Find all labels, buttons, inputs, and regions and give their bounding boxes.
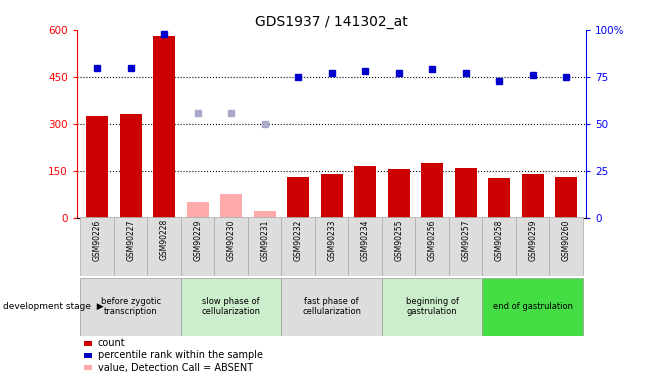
Bar xyxy=(80,217,114,276)
Bar xyxy=(147,217,181,276)
Bar xyxy=(281,217,315,276)
Text: GSM90260: GSM90260 xyxy=(561,219,571,261)
Text: fast phase of
cellularization: fast phase of cellularization xyxy=(302,297,361,316)
Text: GSM90227: GSM90227 xyxy=(126,219,135,261)
Bar xyxy=(153,36,175,218)
Text: before zygotic
transcription: before zygotic transcription xyxy=(100,297,161,316)
Bar xyxy=(220,194,242,217)
Bar xyxy=(281,278,382,336)
Text: GSM90234: GSM90234 xyxy=(360,219,370,261)
Bar xyxy=(482,278,583,336)
Text: GSM90229: GSM90229 xyxy=(193,219,202,261)
Bar xyxy=(181,278,281,336)
Text: GSM90259: GSM90259 xyxy=(528,219,537,261)
Bar xyxy=(455,168,476,217)
Bar xyxy=(86,116,108,218)
Bar xyxy=(80,278,181,336)
Bar xyxy=(382,278,482,336)
Text: count: count xyxy=(98,338,125,348)
Text: GSM90232: GSM90232 xyxy=(293,219,303,261)
Text: GSM90257: GSM90257 xyxy=(461,219,470,261)
Bar xyxy=(421,163,443,218)
Text: GSM90226: GSM90226 xyxy=(92,219,102,261)
Title: GDS1937 / 141302_at: GDS1937 / 141302_at xyxy=(255,15,408,29)
Bar xyxy=(382,217,415,276)
Text: end of gastrulation: end of gastrulation xyxy=(492,302,573,311)
Bar xyxy=(287,177,309,218)
Bar xyxy=(214,217,248,276)
Text: GSM90233: GSM90233 xyxy=(327,219,336,261)
Bar xyxy=(449,217,482,276)
Bar xyxy=(549,217,583,276)
Bar xyxy=(114,217,147,276)
Bar xyxy=(388,169,409,217)
Bar xyxy=(120,114,141,218)
Bar xyxy=(248,217,281,276)
Text: percentile rank within the sample: percentile rank within the sample xyxy=(98,351,263,360)
Text: GSM90231: GSM90231 xyxy=(260,219,269,261)
Text: GSM90256: GSM90256 xyxy=(427,219,437,261)
Bar xyxy=(315,217,348,276)
Text: GSM90255: GSM90255 xyxy=(394,219,403,261)
Bar xyxy=(254,211,275,217)
Bar xyxy=(482,217,516,276)
Bar xyxy=(187,202,208,217)
Text: GSM90230: GSM90230 xyxy=(226,219,236,261)
Text: slow phase of
cellularization: slow phase of cellularization xyxy=(202,297,261,316)
Text: GSM90228: GSM90228 xyxy=(159,219,169,261)
Bar xyxy=(522,174,543,217)
Bar xyxy=(488,178,510,218)
Text: GSM90258: GSM90258 xyxy=(494,219,504,261)
Bar xyxy=(181,217,214,276)
Text: value, Detection Call = ABSENT: value, Detection Call = ABSENT xyxy=(98,363,253,373)
Bar xyxy=(321,174,342,217)
Bar xyxy=(555,177,577,218)
Text: development stage  ▶: development stage ▶ xyxy=(3,302,104,311)
Bar xyxy=(354,166,376,218)
Bar xyxy=(348,217,382,276)
Bar xyxy=(415,217,449,276)
Bar xyxy=(516,217,549,276)
Text: beginning of
gastrulation: beginning of gastrulation xyxy=(405,297,459,316)
